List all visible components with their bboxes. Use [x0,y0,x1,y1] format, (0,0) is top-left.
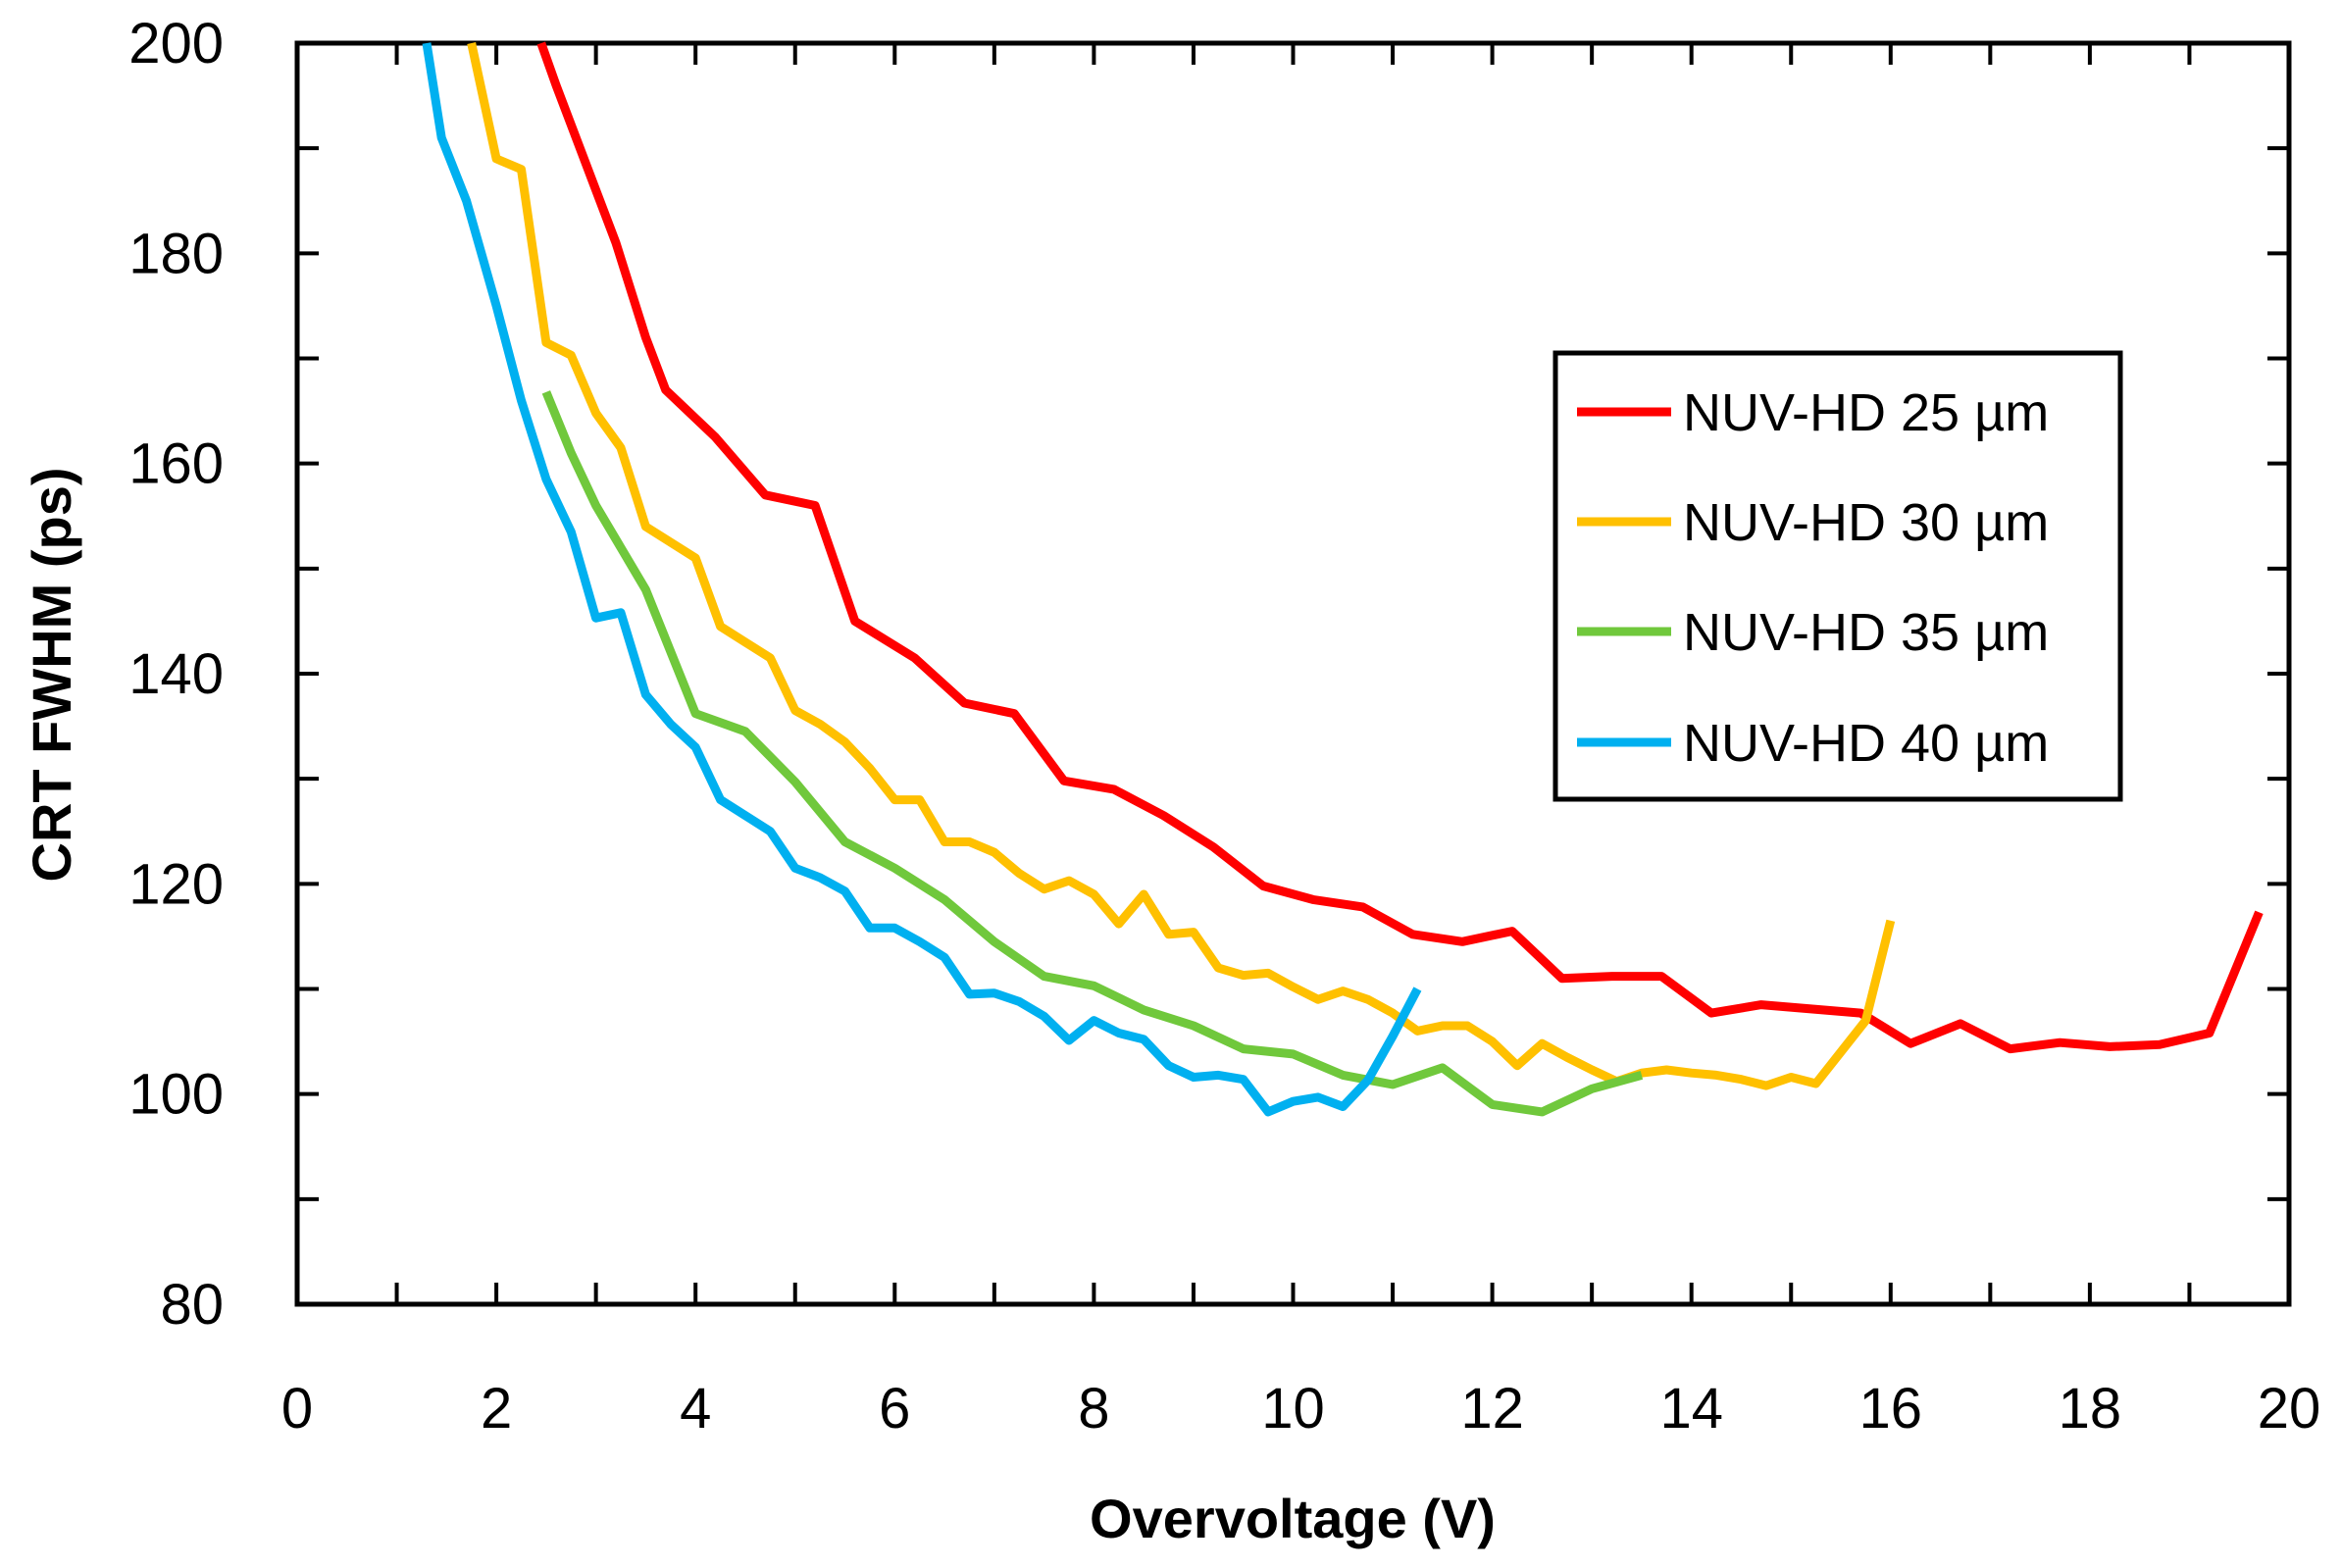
series-line-3 [541,390,1644,1117]
x-tick-label: 10 [1261,1377,1325,1441]
legend-label-3: NUV-HD 35 µm [1683,603,2049,662]
legend-label-4: NUV-HD 40 µm [1683,714,2049,773]
y-tick-label: 100 [128,1063,224,1127]
x-tick-label: 16 [1859,1377,1923,1441]
x-tick-label: 18 [2059,1377,2122,1441]
y-tick-label: 80 [160,1273,224,1337]
y-tick-label: 120 [128,852,224,916]
series-lines [422,41,2264,1117]
x-tick-label: 14 [1659,1377,1723,1441]
legend: NUV-HD 25 µm NUV-HD 30 µm NUV-HD 35 µm NUV-… [1552,350,2123,802]
x-tick-label: 20 [2258,1377,2321,1441]
series-line-1 [536,41,2264,1054]
y-tick-label: 180 [128,222,224,285]
legend-label-2: NUV-HD 30 µm [1683,493,2049,552]
y-tick-label: 140 [128,642,224,706]
x-tick-label: 6 [879,1377,910,1441]
x-axis-title: Overvoltage (V) [1090,1488,1496,1549]
y-tick-label: 200 [128,12,224,76]
y-axis-tick-labels: 80 100 120 140 160 180 200 [128,12,224,1337]
x-tick-label: 0 [281,1377,313,1441]
series-line-4 [422,42,1422,1117]
y-axis-title: CRT FWHM (ps) [21,467,82,882]
axis-ticks [297,43,2289,1304]
y-tick-label: 160 [128,432,224,496]
x-tick-label: 4 [680,1377,711,1441]
legend-box [1552,350,2123,802]
x-tick-label: 2 [481,1377,512,1441]
legend-label-1: NUV-HD 25 µm [1683,383,2049,442]
x-tick-label: 8 [1078,1377,1109,1441]
x-tick-label: 12 [1460,1377,1524,1441]
x-axis-tick-labels: 0 2 4 6 8 10 12 14 16 18 20 [281,1377,2320,1441]
